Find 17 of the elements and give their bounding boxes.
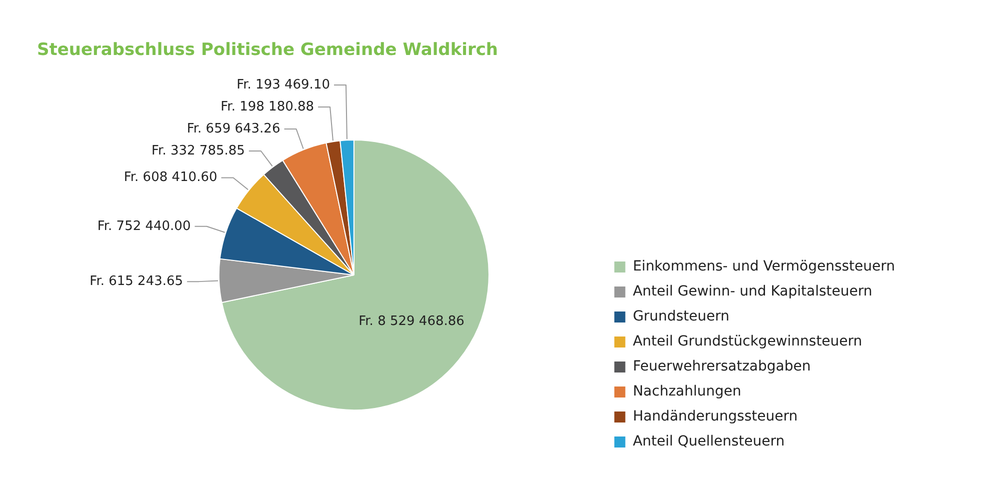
legend-label: Einkommens- und Vermögenssteuern <box>632 258 895 275</box>
legend-label: Anteil Grundstückgewinnsteuern <box>632 334 862 350</box>
chart-title: Steuerabschluss Politische Gemeinde Waldkirch <box>37 40 498 60</box>
data-label: Fr. 193 469.10 <box>236 77 330 92</box>
data-label: Fr. 198 180.88 <box>220 99 314 114</box>
legend-label: Handänderungssteuern <box>632 408 798 425</box>
data-label: Fr. 608 410.60 <box>124 170 218 186</box>
data-label: Fr. 332 785.85 <box>152 143 245 158</box>
legend-label: Nachzahlungen <box>632 384 742 400</box>
legend-label: Anteil Quellensteuern <box>632 434 785 450</box>
data-label: Fr. 752 440.00 <box>97 218 191 234</box>
data-label: Fr. 615 243.65 <box>90 274 184 289</box>
data-label: Fr. 659 643.26 <box>186 121 280 136</box>
legend-label: Anteil Gewinn- und Kapitalsteuern <box>632 284 872 300</box>
data-label: Fr. 8 529 468.86 <box>358 314 464 330</box>
legend-label: Grundsteuern <box>632 308 730 325</box>
legend-label: Feuerwehrersatzabgaben <box>632 358 811 375</box>
